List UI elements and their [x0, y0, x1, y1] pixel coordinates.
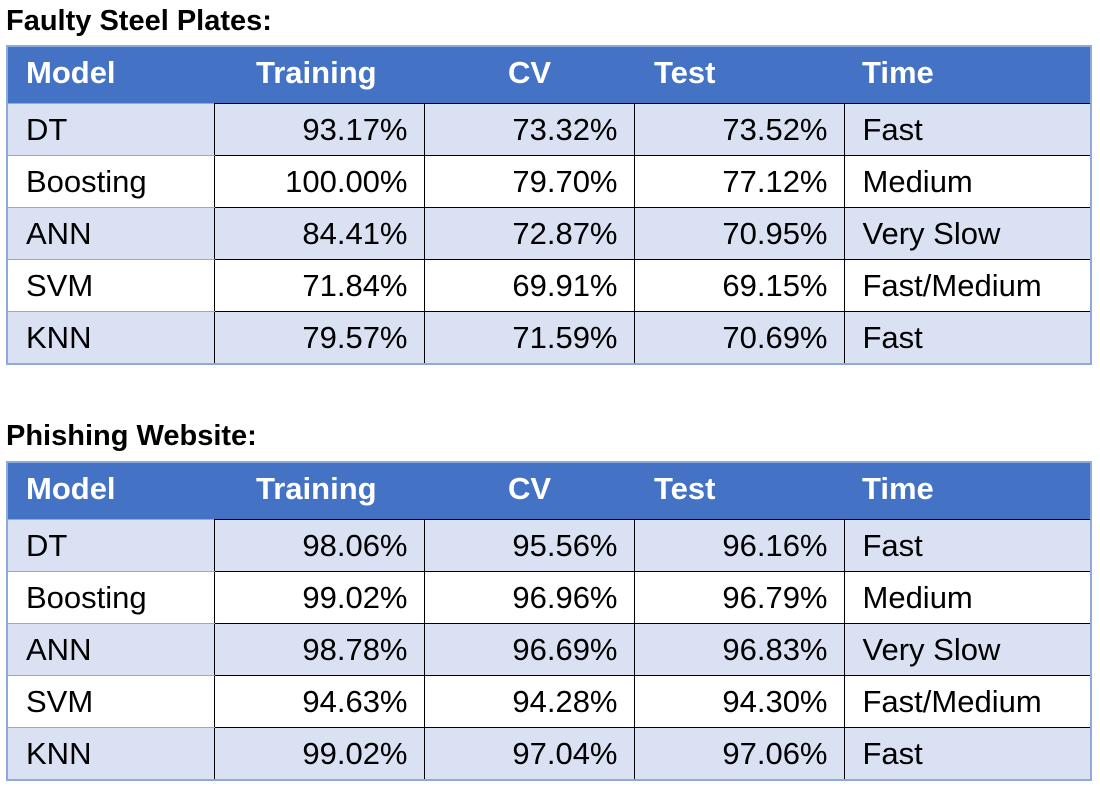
- cell-time: Fast/Medium: [843, 259, 1092, 312]
- table-header-row: Model Training CV Test Time: [6, 461, 1092, 520]
- cell-model: Boosting: [6, 155, 215, 208]
- cell-test: 97.06%: [633, 727, 845, 781]
- cell-model: KNN: [6, 311, 215, 365]
- cell-cv: 79.70%: [423, 155, 635, 208]
- results-table-phishing-website: Model Training CV Test Time DT 98.06% 95…: [6, 461, 1092, 781]
- cell-time: Medium: [843, 571, 1092, 624]
- cell-model: ANN: [6, 207, 215, 260]
- cell-model: SVM: [6, 259, 215, 312]
- section-title-phishing-website: Phishing Website:: [6, 420, 257, 452]
- cell-test: 96.79%: [633, 571, 845, 624]
- cell-test: 77.12%: [633, 155, 845, 208]
- cell-time: Very Slow: [843, 207, 1092, 260]
- table-row: ANN 98.78% 96.69% 96.83% Very Slow: [6, 623, 1092, 676]
- header-model: Model: [6, 45, 214, 104]
- cell-time: Fast: [843, 519, 1092, 572]
- cell-cv: 96.96%: [423, 571, 635, 624]
- header-cv: CV: [424, 461, 634, 520]
- cell-cv: 71.59%: [423, 311, 635, 365]
- header-cv: CV: [424, 45, 634, 104]
- cell-training: 93.17%: [213, 103, 425, 156]
- cell-time: Fast: [843, 103, 1092, 156]
- table-row: SVM 94.63% 94.28% 94.30% Fast/Medium: [6, 675, 1092, 728]
- cell-training: 84.41%: [213, 207, 425, 260]
- cell-test: 94.30%: [633, 675, 845, 728]
- cell-training: 98.78%: [213, 623, 425, 676]
- cell-model: ANN: [6, 623, 215, 676]
- cell-time: Medium: [843, 155, 1092, 208]
- cell-test: 70.69%: [633, 311, 845, 365]
- cell-model: DT: [6, 103, 215, 156]
- header-test: Test: [634, 45, 844, 104]
- cell-test: 96.16%: [633, 519, 845, 572]
- cell-model: SVM: [6, 675, 215, 728]
- cell-test: 73.52%: [633, 103, 845, 156]
- header-test: Test: [634, 461, 844, 520]
- section-title-steel-plates: Faulty Steel Plates:: [6, 5, 272, 37]
- cell-cv: 95.56%: [423, 519, 635, 572]
- cell-cv: 69.91%: [423, 259, 635, 312]
- cell-test: 70.95%: [633, 207, 845, 260]
- cell-time: Fast/Medium: [843, 675, 1092, 728]
- header-time: Time: [844, 45, 1092, 104]
- table-row: Boosting 99.02% 96.96% 96.79% Medium: [6, 571, 1092, 624]
- cell-training: 99.02%: [213, 727, 425, 781]
- table-row: ANN 84.41% 72.87% 70.95% Very Slow: [6, 207, 1092, 260]
- cell-cv: 73.32%: [423, 103, 635, 156]
- cell-training: 71.84%: [213, 259, 425, 312]
- cell-cv: 97.04%: [423, 727, 635, 781]
- cell-test: 69.15%: [633, 259, 845, 312]
- cell-cv: 72.87%: [423, 207, 635, 260]
- cell-model: Boosting: [6, 571, 215, 624]
- cell-test: 96.83%: [633, 623, 845, 676]
- table-row: DT 93.17% 73.32% 73.52% Fast: [6, 103, 1092, 156]
- table-row: KNN 99.02% 97.04% 97.06% Fast: [6, 727, 1092, 781]
- cell-time: Fast: [843, 311, 1092, 365]
- table-row: DT 98.06% 95.56% 96.16% Fast: [6, 519, 1092, 572]
- table-row: SVM 71.84% 69.91% 69.15% Fast/Medium: [6, 259, 1092, 312]
- header-training: Training: [214, 461, 424, 520]
- table-row: Boosting 100.00% 79.70% 77.12% Medium: [6, 155, 1092, 208]
- cell-model: KNN: [6, 727, 215, 781]
- cell-training: 100.00%: [213, 155, 425, 208]
- header-model: Model: [6, 461, 214, 520]
- cell-training: 99.02%: [213, 571, 425, 624]
- cell-cv: 94.28%: [423, 675, 635, 728]
- table-row: KNN 79.57% 71.59% 70.69% Fast: [6, 311, 1092, 365]
- cell-model: DT: [6, 519, 215, 572]
- cell-training: 94.63%: [213, 675, 425, 728]
- table-header-row: Model Training CV Test Time: [6, 45, 1092, 104]
- header-training: Training: [214, 45, 424, 104]
- results-table-steel-plates: Model Training CV Test Time DT 93.17% 73…: [6, 45, 1092, 365]
- cell-training: 79.57%: [213, 311, 425, 365]
- header-time: Time: [844, 461, 1092, 520]
- cell-cv: 96.69%: [423, 623, 635, 676]
- cell-training: 98.06%: [213, 519, 425, 572]
- cell-time: Fast: [843, 727, 1092, 781]
- cell-time: Very Slow: [843, 623, 1092, 676]
